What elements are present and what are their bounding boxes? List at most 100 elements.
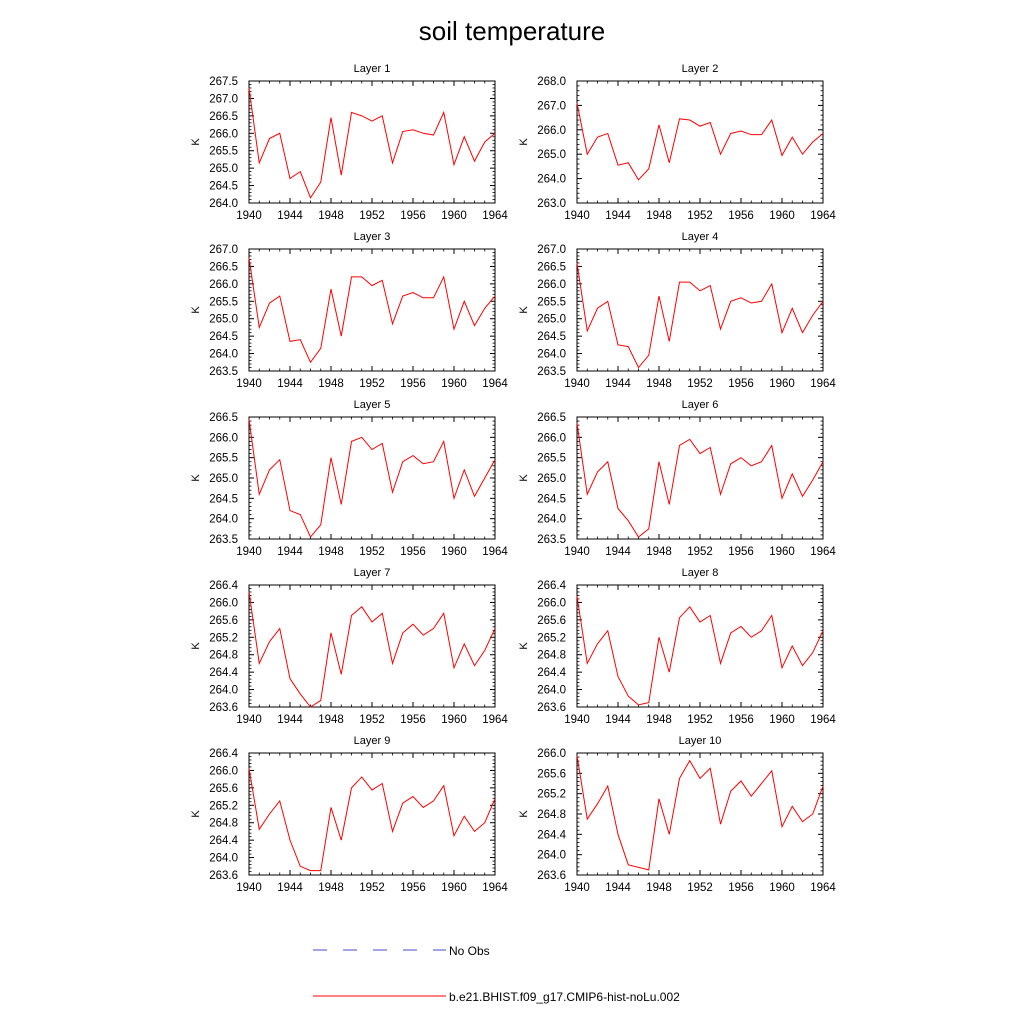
x-tick-label: 1940	[564, 546, 590, 558]
panel-title: Layer 2	[682, 63, 719, 75]
y-tick-label: 265.0	[537, 314, 566, 326]
y-tick-label: 264.5	[209, 331, 238, 343]
x-tick-label: 1960	[441, 546, 467, 558]
y-tick-label: 266.0	[209, 128, 238, 140]
y-axis-label: K	[518, 138, 530, 146]
plot-frame	[248, 584, 496, 708]
x-tick-label: 1940	[564, 882, 590, 894]
y-tick-label: 264.8	[209, 818, 238, 830]
series-line	[248, 591, 496, 708]
y-tick-label: 266.5	[537, 261, 566, 273]
x-tick-label: 1944	[277, 882, 303, 894]
y-axis-label: K	[190, 642, 202, 650]
x-tick-label: 1948	[318, 210, 344, 222]
y-tick-label: 263.5	[537, 366, 566, 378]
plot-frame	[248, 416, 496, 540]
figure-title: soil temperature	[419, 16, 605, 46]
x-tick-label: 1940	[236, 378, 262, 390]
series-line	[576, 755, 824, 871]
x-tick-label: 1956	[400, 714, 426, 726]
y-tick-label: 265.2	[209, 800, 238, 812]
plot-frame	[248, 80, 496, 204]
y-tick-label: 263.6	[209, 702, 238, 714]
x-tick-label: 1952	[359, 882, 385, 894]
panel-layer-2: Layer 2 K 1940 1944 1948 1952 1956 1960 1964 263.…	[518, 63, 836, 222]
series-line	[576, 423, 824, 538]
x-tick-label: 1952	[687, 546, 713, 558]
y-tick-label: 264.5	[537, 493, 566, 505]
plot-frame	[576, 248, 824, 372]
x-tick-label: 1948	[318, 546, 344, 558]
x-tick-label: 1960	[441, 210, 467, 222]
x-tick-label: 1948	[646, 714, 672, 726]
x-tick-label: 1944	[605, 546, 631, 558]
y-tick-label: 263.6	[537, 702, 566, 714]
y-tick-label: 264.8	[537, 809, 566, 821]
y-tick-label: 265.5	[209, 453, 238, 465]
x-tick-label: 1952	[687, 714, 713, 726]
x-tick-label: 1960	[441, 378, 467, 390]
x-tick-label: 1960	[769, 882, 795, 894]
x-tick-label: 1940	[236, 714, 262, 726]
x-tick-label: 1948	[646, 546, 672, 558]
y-tick-label: 264.0	[537, 174, 566, 186]
x-tick-label: 1952	[687, 882, 713, 894]
y-tick-label: 263.6	[209, 870, 238, 882]
x-tick-label: 1944	[605, 378, 631, 390]
x-tick-label: 1952	[687, 210, 713, 222]
panel-title: Layer 9	[354, 735, 391, 747]
series-line	[248, 768, 496, 872]
x-tick-label: 1944	[277, 378, 303, 390]
x-tick-label: 1944	[605, 210, 631, 222]
x-tick-label: 1956	[728, 210, 754, 222]
x-tick-label: 1952	[359, 546, 385, 558]
y-tick-label: 266.4	[537, 580, 566, 592]
x-tick-label: 1960	[769, 714, 795, 726]
x-tick-label: 1944	[277, 546, 303, 558]
y-axis-label: K	[518, 810, 530, 818]
y-tick-label: 265.0	[537, 473, 566, 485]
x-tick-label: 1944	[277, 714, 303, 726]
x-tick-label: 1948	[646, 378, 672, 390]
y-tick-label: 263.5	[209, 534, 238, 546]
y-tick-label: 266.5	[209, 261, 238, 273]
y-tick-label: 263.5	[537, 534, 566, 546]
y-tick-label: 263.5	[209, 366, 238, 378]
legend: No Obs b.e21.BHIST.f09_g17.CMIP6-hist-no…	[313, 944, 680, 1004]
x-tick-label: 1952	[359, 210, 385, 222]
x-tick-label: 1952	[359, 378, 385, 390]
y-tick-label: 265.0	[209, 314, 238, 326]
x-tick-label: 1952	[359, 714, 385, 726]
y-tick-label: 267.0	[209, 244, 238, 256]
y-tick-label: 264.0	[209, 514, 238, 526]
y-tick-label: 264.0	[537, 850, 566, 862]
x-tick-label: 1952	[687, 378, 713, 390]
y-tick-label: 266.0	[209, 432, 238, 444]
y-tick-label: 263.0	[537, 198, 566, 210]
y-tick-label: 264.5	[209, 181, 238, 193]
y-tick-label: 264.4	[209, 835, 238, 847]
x-tick-label: 1956	[400, 546, 426, 558]
x-tick-label: 1948	[318, 378, 344, 390]
x-tick-label: 1960	[441, 882, 467, 894]
x-tick-label: 1944	[277, 210, 303, 222]
y-tick-label: 264.4	[537, 667, 566, 679]
x-tick-label: 1948	[318, 882, 344, 894]
series-line	[248, 257, 496, 364]
y-tick-label: 264.8	[209, 650, 238, 662]
y-tick-label: 265.0	[537, 149, 566, 161]
panel-layer-1: Layer 1 K 1940 1944 1948 1952 1956 1960 1964 264.…	[190, 63, 508, 222]
y-tick-label: 265.2	[209, 632, 238, 644]
y-tick-label: 267.0	[537, 244, 566, 256]
y-tick-label: 266.0	[537, 279, 566, 291]
panel-layer-4: Layer 4 K 1940 1944 1948 1952 1956 1960 1964 263.…	[518, 231, 836, 390]
x-tick-label: 1960	[769, 210, 795, 222]
y-tick-label: 266.0	[209, 279, 238, 291]
y-tick-label: 264.4	[209, 667, 238, 679]
y-tick-label: 266.0	[537, 597, 566, 609]
y-tick-label: 265.5	[209, 296, 238, 308]
x-tick-label: 1940	[564, 378, 590, 390]
panel-title: Layer 4	[682, 231, 719, 243]
y-tick-label: 266.0	[537, 432, 566, 444]
